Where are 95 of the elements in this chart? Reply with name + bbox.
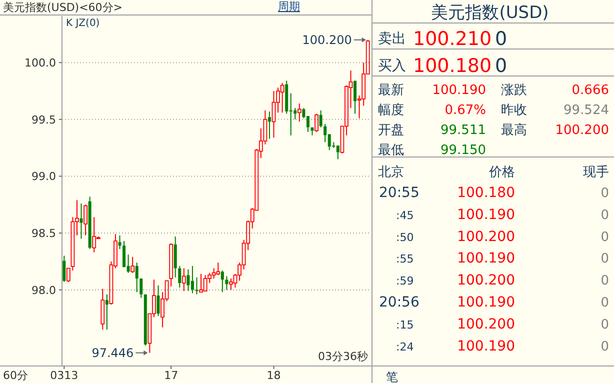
- text: 100.200: [457, 228, 515, 245]
- text: 100.190: [457, 294, 515, 310]
- candlestick: [324, 123, 327, 143]
- text: 0: [600, 186, 609, 201]
- candlestick: [88, 196, 92, 250]
- candlestick: [280, 82, 284, 114]
- candlestick: [156, 284, 160, 316]
- candlestick: [122, 240, 126, 268]
- text: 0: [495, 28, 508, 50]
- text: :55: [396, 252, 414, 266]
- annotation: 03分36秒: [318, 350, 368, 363]
- text: 20:55: [379, 185, 420, 201]
- y-tick-label: 98.0: [32, 284, 56, 297]
- text: 100.190: [457, 250, 515, 267]
- candlestick: [84, 204, 88, 236]
- x-tick-label: 17: [164, 369, 178, 382]
- y-tick-label: 100.0: [24, 56, 56, 70]
- text: 100.200: [555, 123, 609, 138]
- candlestick: [62, 255, 66, 282]
- text: 0: [600, 230, 609, 245]
- x-tick-label: 18: [266, 369, 281, 382]
- candlestick: [100, 288, 105, 330]
- text: 0: [600, 208, 609, 223]
- candlestick: [190, 266, 194, 294]
- text: 最新: [378, 83, 404, 98]
- text: :50: [396, 230, 414, 244]
- text: 周期: [278, 0, 300, 13]
- candlestick: [272, 90, 276, 138]
- candlestick: [354, 80, 357, 114]
- candlestick: [182, 268, 186, 292]
- candlestick: [174, 236, 177, 278]
- candlestick: [225, 276, 228, 290]
- text: 100.190: [457, 338, 515, 354]
- y-tick-label: 98.5: [32, 227, 56, 240]
- candlestick: [130, 256, 135, 274]
- text: 幅度: [378, 102, 404, 118]
- text: 昨收: [501, 103, 527, 118]
- text: 99.150: [440, 143, 486, 158]
- text: :45: [396, 208, 414, 222]
- text: 100.190: [432, 83, 486, 98]
- text: 100.200: [457, 272, 515, 289]
- text: 60分: [3, 369, 28, 382]
- candlestick: [297, 103, 302, 122]
- candlestick: [336, 146, 340, 160]
- text: 100.180: [413, 55, 492, 77]
- text: 20:56: [379, 294, 420, 310]
- text: 北京: [378, 165, 404, 180]
- text: 0: [600, 339, 609, 354]
- candlestick: [140, 278, 143, 298]
- text: 0: [600, 274, 609, 289]
- text: 开盘: [378, 123, 404, 138]
- text: 卖出: [378, 31, 406, 47]
- text: 100.180: [457, 185, 515, 201]
- text: 最高: [501, 122, 527, 138]
- candlestick: [268, 110, 271, 140]
- candlestick: [178, 266, 182, 288]
- candlestick: [118, 234, 122, 250]
- candlestick: [310, 127, 314, 136]
- text: 最低: [378, 143, 404, 158]
- text: 100.190: [457, 206, 515, 223]
- chart-subtitle: K JZ(0): [66, 18, 100, 29]
- text: 99.511: [440, 123, 486, 138]
- text: :15: [396, 318, 414, 332]
- y-tick-label: 99.0: [32, 170, 56, 184]
- text: 笔: [386, 370, 398, 383]
- candlestick: [105, 294, 108, 330]
- text: 涨跌: [501, 83, 527, 98]
- candlestick: [186, 268, 190, 292]
- x-tick-label: 0313: [50, 369, 78, 382]
- text: 价格: [488, 165, 515, 180]
- text: :24: [396, 340, 414, 354]
- text: 99.524: [564, 103, 609, 118]
- annotation: 97.446: [92, 346, 134, 360]
- candlestick: [92, 216, 96, 253]
- candlestick: [135, 262, 138, 293]
- text: 0: [600, 317, 609, 332]
- y-tick-label: 99.5: [32, 113, 56, 126]
- text: 美元指数(USD): [431, 3, 549, 23]
- candlestick: [220, 270, 224, 293]
- candlestick: [229, 278, 233, 290]
- candlestick: [216, 262, 220, 276]
- candlestick: [80, 203, 83, 240]
- text: 0: [600, 296, 609, 310]
- text: 0.67%: [444, 103, 486, 118]
- text: :59: [396, 274, 414, 288]
- candlestick: [319, 110, 322, 128]
- annotation: 100.200: [302, 32, 352, 47]
- text: 0: [600, 252, 609, 267]
- text: 现手: [583, 165, 609, 180]
- text: 100.210: [413, 28, 492, 50]
- text: 买入: [378, 58, 406, 74]
- text: 0: [495, 55, 508, 77]
- chart-title: 美元指数(USD)<60分>: [3, 1, 123, 14]
- text: 0.666: [572, 83, 609, 98]
- text: 100.200: [457, 316, 515, 332]
